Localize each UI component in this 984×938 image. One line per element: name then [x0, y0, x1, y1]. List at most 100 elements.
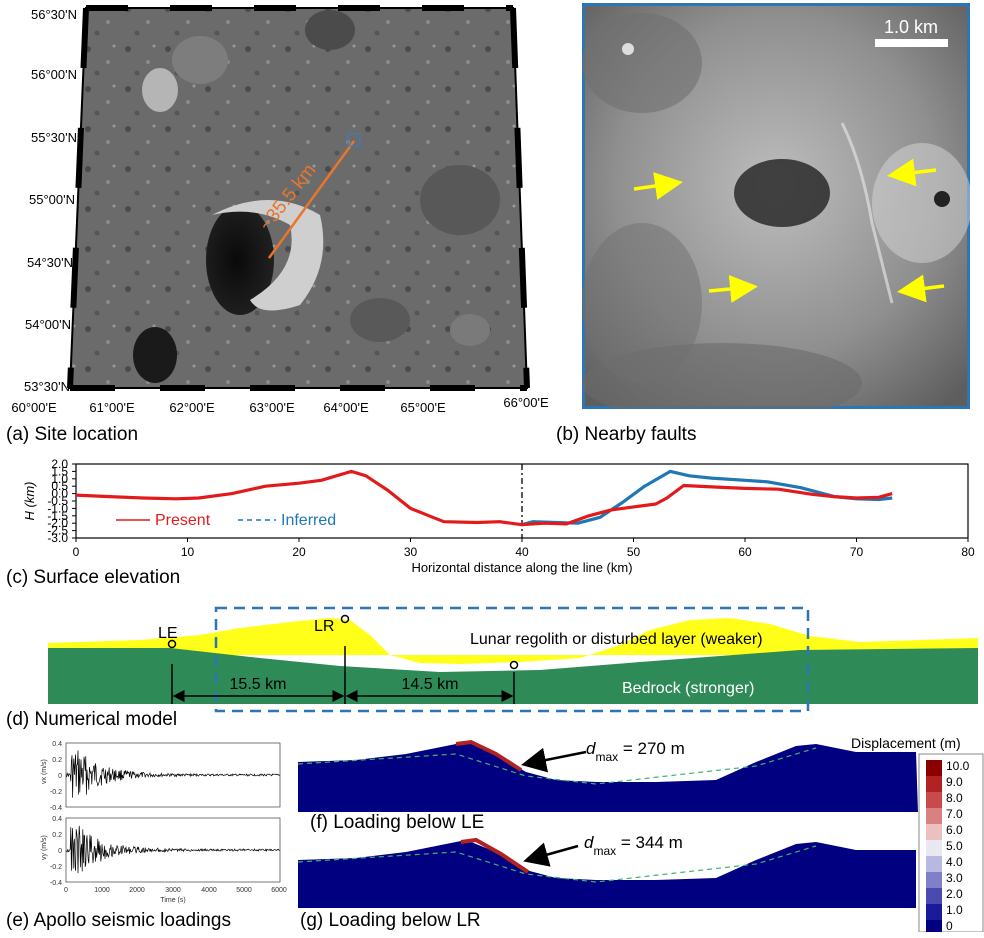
seismic-loadings: 0.4 0.2 0 -0.2 -0.4 vx (m/s) 0.4 0.2 0 -… [41, 741, 287, 904]
y-tick-label: -3.0 [47, 531, 68, 545]
point-lr [340, 614, 350, 624]
caption-d: (d) Numerical model [6, 709, 178, 730]
ylabel-1: vx (m/s) [41, 759, 48, 784]
colorbar-tick: 9.0 [946, 775, 963, 789]
colorbar-tick: 7.0 [946, 807, 963, 821]
colorbar-swatch [926, 888, 942, 904]
panel-c: 2.0 1.5 1.0 0.5 0.0 -0.5 -1.0 -1.5 -2.0 -2.5 -3.0 0… [0, 450, 984, 590]
colorbar-swatch [926, 840, 942, 856]
ytick: -0.4 [50, 880, 62, 887]
x-tick-label: 10 [181, 545, 195, 559]
dmax-label-g: dmax = 344 m [584, 833, 683, 858]
scale-label: 1.0 km [884, 17, 938, 37]
xtick: 1000 [94, 887, 110, 894]
point-le [167, 639, 177, 649]
lat-label: 56°00'N [31, 67, 77, 82]
xtick: 6000 [271, 887, 287, 894]
lon-label: 60°00'E [11, 400, 57, 415]
ytick: -0.4 [50, 805, 62, 812]
x-tick-label: 0 [73, 545, 80, 559]
y-tick-label: -1.5 [47, 509, 68, 523]
model-f [298, 742, 918, 812]
lat-label: 55°00'N [29, 192, 75, 207]
caption-a: (a) Site location [6, 424, 139, 445]
xtick: 5000 [236, 887, 252, 894]
lon-label: 61°00'E [89, 400, 135, 415]
colorbar-tick: 4.0 [946, 855, 963, 869]
colorbar-swatch [926, 856, 942, 872]
displacement-results: dmax = 270 m dmax = 344 m Displacement (… [297, 735, 984, 936]
y-tick-label: 1.0 [51, 472, 68, 486]
lat-label: 55°30'N [31, 130, 77, 145]
panel-d: LE LR 15.5 km 14.5 km Lunar regolith or … [0, 600, 984, 720]
ytick: 0.4 [52, 816, 62, 823]
panel-e: 0.4 0.2 0 -0.2 -0.4 vx (m/s) 0.4 0.2 0 -… [0, 736, 290, 916]
layer-bottom-label: Bedrock (stronger) [622, 680, 755, 697]
x-tick-label: 60 [738, 545, 752, 559]
caption-e: (e) Apollo seismic loadings [6, 910, 231, 931]
transect-line [267, 140, 356, 259]
colorbar-swatch [926, 760, 942, 776]
colorbar-tick: 5.0 [946, 839, 963, 853]
lat-label: 54°30'N [27, 255, 73, 270]
fault-arrow [887, 158, 937, 187]
colorbar-tick: 1.0 [946, 903, 963, 917]
colorbar-swatch [926, 920, 942, 936]
x-axis-label: Horizontal distance along the line (km) [411, 560, 632, 575]
panel-b: 1.0 km [582, 3, 972, 423]
colorbar-tick: 6.0 [946, 823, 963, 837]
xlabel-time: Time (s) [160, 897, 185, 904]
point-end [509, 660, 519, 670]
y-tick-label: -0.5 [47, 494, 68, 508]
lat-label: 53°30'N [24, 379, 70, 394]
regolith-layer [48, 618, 978, 664]
model-g [298, 840, 916, 908]
colorbar-tick: 3.0 [946, 871, 963, 885]
legend-inferred-label: Inferred [281, 512, 336, 529]
colorbar-tick: 8.0 [946, 791, 963, 805]
colorbar-swatch [926, 808, 942, 824]
label-le: LE [158, 625, 178, 642]
fault-arrow [633, 172, 683, 200]
ytick: -0.2 [50, 789, 62, 796]
y-tick-label: 1.5 [51, 464, 68, 478]
x-tick-label: 40 [515, 545, 529, 559]
y-axis-label: H (km) [22, 482, 37, 521]
y-tick-label: 2.0 [51, 457, 68, 471]
lon-label: 63°00'E [249, 400, 295, 415]
xtick: 2000 [129, 887, 145, 894]
scale-bar [875, 39, 948, 47]
x-tick-label: 80 [961, 545, 975, 559]
colorbar-swatch [926, 792, 942, 808]
dmax-label-f: dmax = 270 m [586, 739, 685, 764]
lon-label: 66°00'E [503, 395, 549, 410]
fault-arrow [708, 275, 758, 303]
y-tick-label: -1.0 [47, 501, 68, 515]
panel-f-g: dmax = 270 m dmax = 344 m Displacement (… [296, 732, 984, 936]
y-tick-label: -2.0 [47, 516, 68, 530]
caption-f: (f) Loading below LE [310, 812, 485, 833]
x-tick-label: 70 [850, 545, 864, 559]
ylabel-2: vy (m/s) [41, 835, 48, 860]
legend-present-label: Present [155, 512, 211, 529]
waveform-2 [65, 825, 280, 874]
lon-label: 64°00'E [323, 400, 369, 415]
xtick: 4000 [201, 887, 217, 894]
distance-1: 15.5 km [230, 676, 287, 693]
xtick: 0 [64, 887, 68, 894]
model-domain-box [214, 606, 810, 713]
label-lr: LR [314, 618, 334, 635]
distance-2: 14.5 km [402, 676, 459, 693]
colorbar-swatch [926, 824, 942, 840]
numerical-model-diagram: LE LR 15.5 km 14.5 km Lunar regolith or … [48, 606, 978, 713]
y-tick-label: -2.5 [47, 524, 68, 538]
ytick: 0 [58, 773, 62, 780]
series-present [75, 469, 893, 527]
lon-label: 62°00'E [169, 400, 215, 415]
colorbar-tick: 2.0 [946, 887, 963, 901]
colorbar-title: Displacement (m) [851, 735, 961, 751]
colorbar-tick: 10.0 [946, 759, 970, 773]
xtick: 3000 [165, 887, 181, 894]
ytick: 0.2 [52, 757, 62, 764]
colorbar-swatch [926, 776, 942, 792]
